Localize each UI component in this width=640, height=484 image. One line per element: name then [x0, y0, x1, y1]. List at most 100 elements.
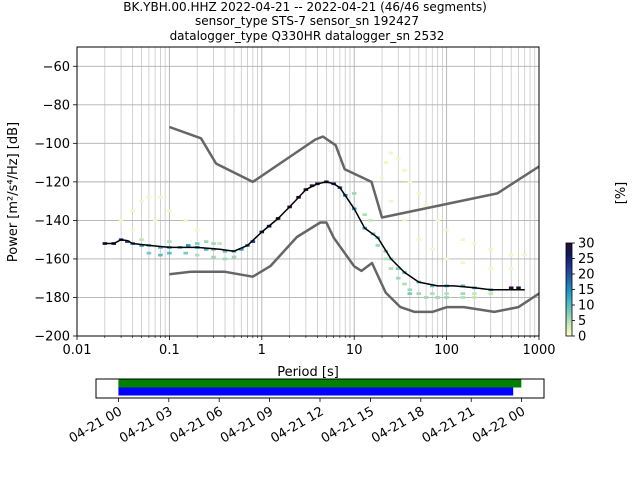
density-cell: [383, 161, 389, 164]
timeline-bar-psd-segments: [118, 387, 514, 396]
y-tick-label: −60: [43, 60, 70, 75]
density-cell: [351, 192, 357, 195]
timeline-tick-label: 04-21 03: [117, 404, 175, 446]
density-cell: [130, 209, 135, 213]
timeline-bars: [118, 379, 522, 396]
colorbar-tick-label: 15: [578, 283, 595, 298]
plot-background: [77, 47, 539, 336]
density-cell: [444, 257, 449, 261]
density-cell: [152, 219, 158, 222]
density-cell: [375, 244, 381, 247]
density-cell: [158, 246, 163, 249]
density-cell: [217, 242, 222, 245]
title-line-2: sensor_type STS-7 sensor_sn 192427: [195, 14, 419, 28]
density-cell: [402, 168, 407, 172]
density-cell: [416, 192, 422, 195]
density-cell: [211, 242, 216, 245]
density-cell: [423, 296, 429, 299]
density-cell: [222, 249, 228, 253]
noise-model-curves: [104, 125, 540, 314]
density-cell: [388, 199, 394, 203]
density-cell: [362, 213, 368, 216]
y-tick-label: −180: [34, 291, 70, 306]
density-cell: [472, 296, 477, 299]
density-cell: [460, 261, 466, 265]
density-cell: [508, 286, 514, 290]
density-cell: [194, 228, 200, 232]
density-cell: [183, 219, 188, 222]
density-cell: [472, 292, 477, 295]
density-cell: [416, 292, 422, 295]
density-cell: [402, 219, 407, 222]
density-cell: [508, 267, 514, 270]
density-cell: [139, 238, 144, 242]
plot-frame: [76, 46, 540, 337]
density-cell: [402, 282, 407, 286]
y-axis-label: Power [m²/s⁴/Hz] [dB]: [6, 122, 21, 262]
density-cell: [396, 157, 401, 161]
title-line-1: BK.YBH.00.HHZ 2022-04-21 -- 2022-04-21 (…: [123, 0, 487, 14]
y-tick-label: −120: [34, 175, 70, 190]
y-tick-label: −100: [34, 137, 70, 152]
timeline-tick-label: 04-21 12: [268, 404, 326, 446]
density-cell: [158, 195, 163, 199]
timeline-tick-label: 04-22 00: [470, 404, 528, 446]
density-cell: [460, 292, 466, 295]
x-axis-label: Period [s]: [277, 365, 339, 380]
high-noise-model-line: [168, 125, 540, 219]
density-cell: [203, 240, 209, 243]
timeline-tick-label: 04-21 18: [369, 404, 427, 446]
timeline-bar-data: [118, 379, 522, 388]
density-cell: [407, 292, 413, 295]
timeline-tick-label: 04-21 09: [218, 404, 276, 446]
colorbar-label: [%]: [614, 182, 629, 205]
density-cell: [124, 240, 130, 243]
title-line-3: datalogger_type Q330HR datalogger_sn 253…: [170, 29, 445, 43]
figure-title: BK.YBH.00.HHZ 2022-04-21 -- 2022-04-21 (…: [123, 0, 487, 43]
density-cell: [396, 267, 401, 270]
density-cell: [522, 253, 527, 257]
density-cell: [158, 253, 163, 257]
density-cell: [508, 253, 514, 257]
mode-line: [104, 181, 525, 291]
density-cell: [430, 247, 435, 251]
density-cell: [435, 296, 440, 299]
density-cell: [139, 199, 144, 203]
y-tick-label: −80: [43, 98, 70, 113]
density-cell: [423, 203, 429, 207]
colorbar-tick-label: 25: [578, 252, 595, 267]
density-cell: [396, 276, 401, 280]
density-cell: [407, 288, 413, 292]
density-cell: [167, 251, 172, 255]
density-cell: [379, 176, 385, 180]
density-cell: [167, 209, 172, 213]
density-cell: [488, 247, 493, 251]
density-cell: [146, 251, 152, 255]
density-cell: [444, 296, 449, 299]
density-cell: [194, 242, 200, 245]
density-cell: [488, 267, 493, 270]
y-tick-label: −200: [34, 330, 70, 345]
density-cell: [231, 255, 237, 259]
y-axis-ticks: −60 −80 −100 −120 −140 −160 −180 −200: [34, 60, 77, 345]
timeline-tick-label: 04-21 21: [420, 404, 478, 446]
ppsd-plot-area: 0.01 0.1 1 10 100 1000 −60 −80 −100 −120 −140 −160…: [6, 46, 556, 380]
colorbar-tick-label: 30: [578, 237, 595, 252]
timeline-tick-label: 04-21 15: [319, 404, 377, 446]
density-cell: [460, 296, 466, 299]
timeline-tick-label: 04-21 00: [67, 404, 125, 446]
density-cell: [460, 284, 466, 288]
density-cell: [203, 247, 209, 251]
density-cell: [430, 284, 435, 288]
density-cell: [183, 251, 188, 255]
colorbar-tick-label: 10: [578, 299, 595, 314]
density-cell: [139, 244, 144, 247]
y-tick-label: −140: [34, 214, 70, 229]
density-cell: [185, 244, 191, 247]
density-cell: [460, 238, 466, 242]
density-cell: [118, 219, 124, 222]
